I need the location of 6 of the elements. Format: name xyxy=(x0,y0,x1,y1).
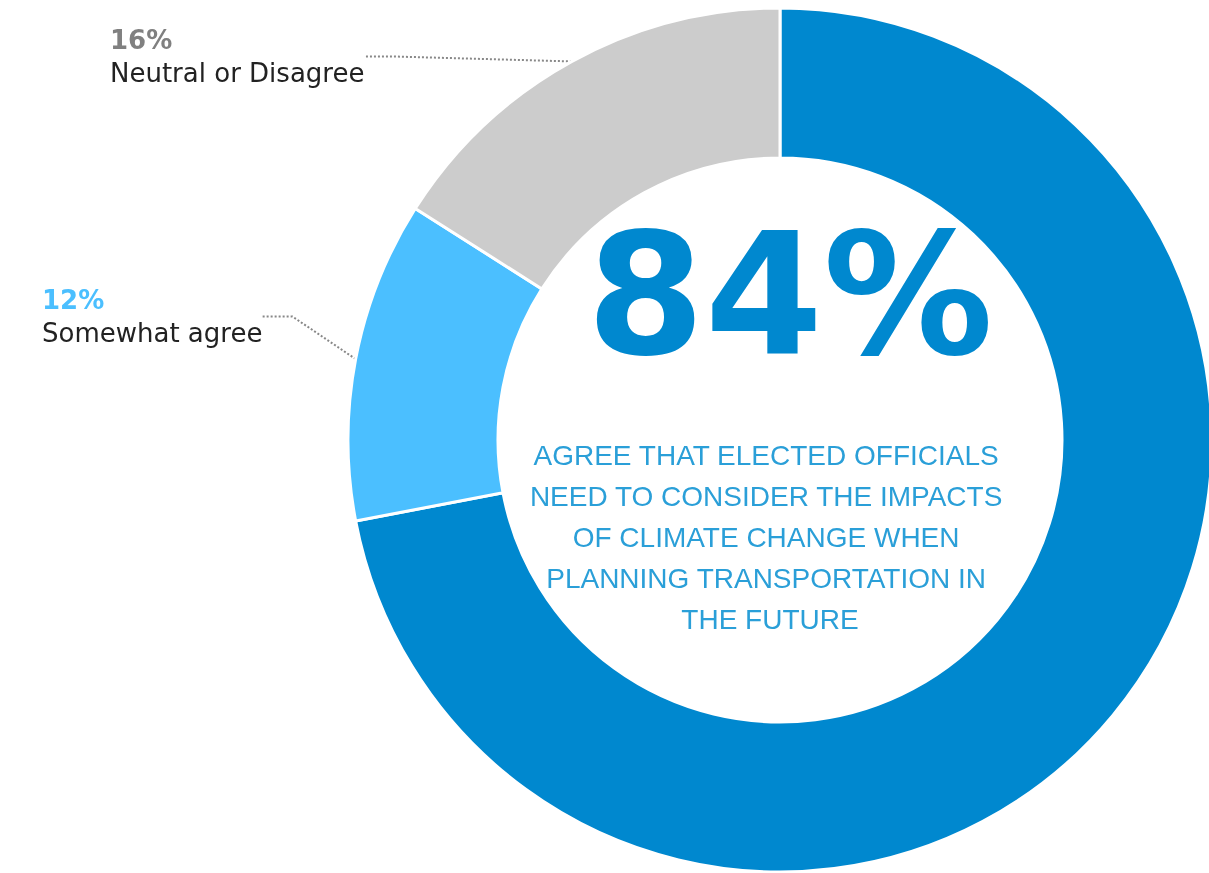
slice-label: Somewhat agree xyxy=(42,318,263,348)
slice-label: Neutral or Disagree xyxy=(110,58,365,88)
data-label: 16% xyxy=(110,25,173,55)
text: 84% xyxy=(586,196,994,394)
text: AGREE THAT ELECTED OFFICIALS NEED TO CONSIDER THE IMPACTS OF CLIMATE CHANGE WHEN PLANNING TRANSPORTATION IN THE FUTURE xyxy=(529,440,1011,635)
data-label: 12% xyxy=(42,285,105,315)
